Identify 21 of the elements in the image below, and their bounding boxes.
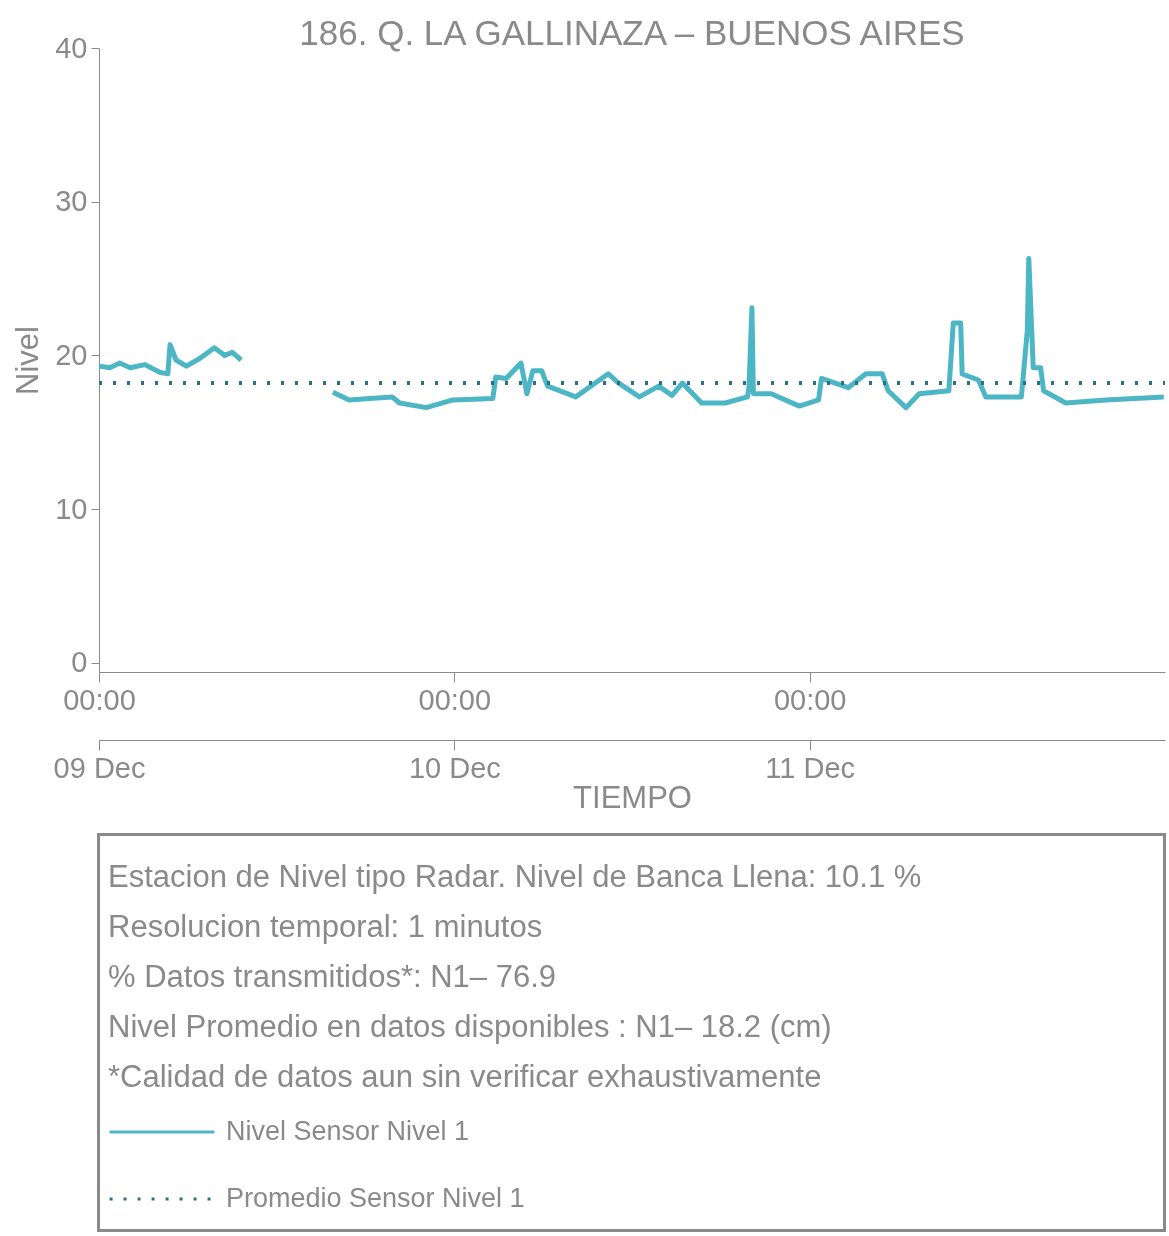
x2-tick-label: 11 Dec bbox=[765, 751, 856, 784]
legend-label: Promedio Sensor Nivel 1 bbox=[226, 1183, 525, 1213]
x-tick-label: 00:00 bbox=[773, 683, 847, 716]
text: % Datos transmitidos*: N1– 76.9 bbox=[108, 958, 557, 996]
x2-tick-label: 10 Dec bbox=[408, 751, 501, 784]
chart-title: 186. Q. LA GALLINAZA – BUENOS AIRES bbox=[299, 13, 965, 52]
y-tick-label: 30 bbox=[55, 185, 88, 218]
y-tick-label: 0 bbox=[71, 646, 88, 679]
text: Nivel Promedio en datos disponibles : N1– 18.2 (cm) bbox=[108, 1008, 833, 1046]
y-tick-label: 20 bbox=[55, 338, 88, 371]
text: *Calidad de datos aun sin verificar exhaustivamente bbox=[108, 1058, 823, 1096]
text: Estacion de Nivel tipo Radar. Nivel de Banca Llena: 10.1 % bbox=[108, 858, 922, 896]
y-tick-label: 40 bbox=[55, 31, 88, 64]
legend-label: Nivel Sensor Nivel 1 bbox=[226, 1116, 470, 1146]
x-axis-title: TIEMPO bbox=[573, 779, 692, 815]
y-tick-label: 10 bbox=[55, 492, 88, 525]
text: Resolucion temporal: 1 minutos bbox=[108, 908, 544, 946]
x-tick-label: 00:00 bbox=[63, 683, 136, 716]
x2-tick-label: 09 Dec bbox=[53, 751, 146, 784]
x-tick-label: 00:00 bbox=[418, 683, 492, 716]
y-axis-title: Nivel bbox=[10, 326, 46, 395]
